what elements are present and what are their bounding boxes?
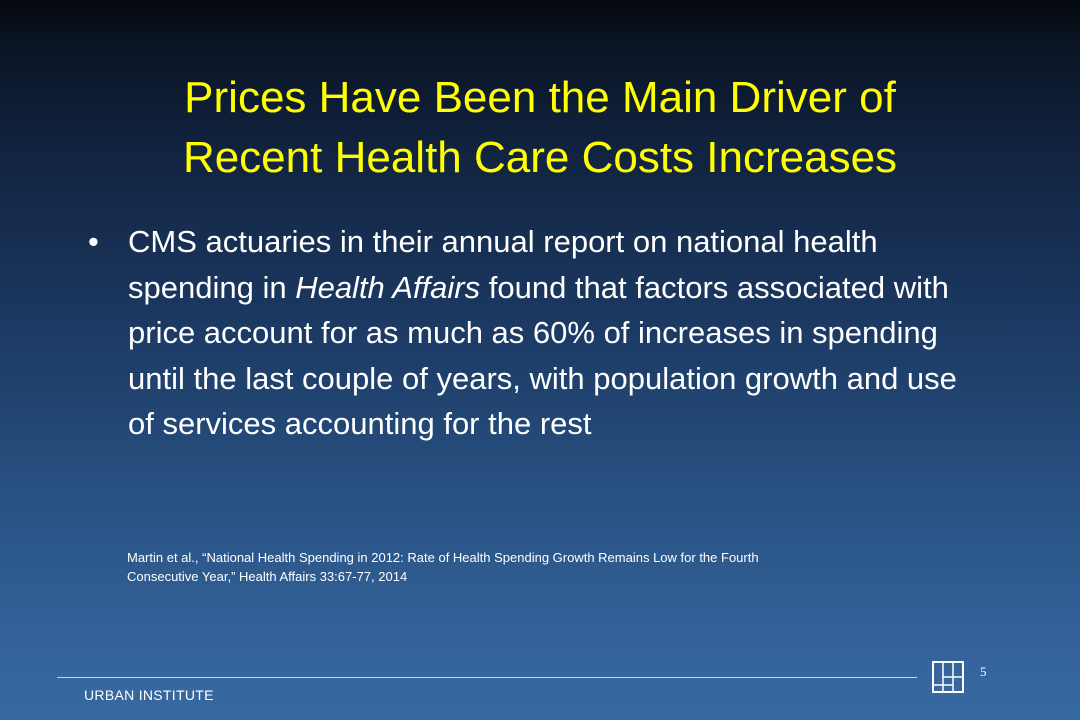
bullet-text: CMS actuaries in their annual report on … xyxy=(128,219,978,447)
citation-line-2: Consecutive Year,” Health Affairs 33:67-… xyxy=(127,569,408,584)
urban-institute-logo-icon xyxy=(932,661,964,693)
footer-organization: URBAN INSTITUTE xyxy=(84,687,214,703)
bullet-marker: • xyxy=(88,224,99,259)
footer-divider xyxy=(57,677,917,678)
slide-title-line-1: Prices Have Been the Main Driver of xyxy=(184,73,896,122)
bullet-text-part-2: found that factors associated with price… xyxy=(128,269,957,442)
bullet-text-part-1: CMS actuaries in their annual report on … xyxy=(128,224,878,305)
slide-title-line-2: Recent Health Care Costs Increases xyxy=(182,133,898,182)
journal-name: Health Affairs xyxy=(295,269,481,305)
page-number: 5 xyxy=(980,664,987,679)
citation-line-1: Martin et al., “National Health Spending… xyxy=(127,550,759,565)
slide-title: Prices Have Been the Main Driver of Rece… xyxy=(60,68,1020,188)
citation: Martin et al., “National Health Spending… xyxy=(127,548,927,586)
